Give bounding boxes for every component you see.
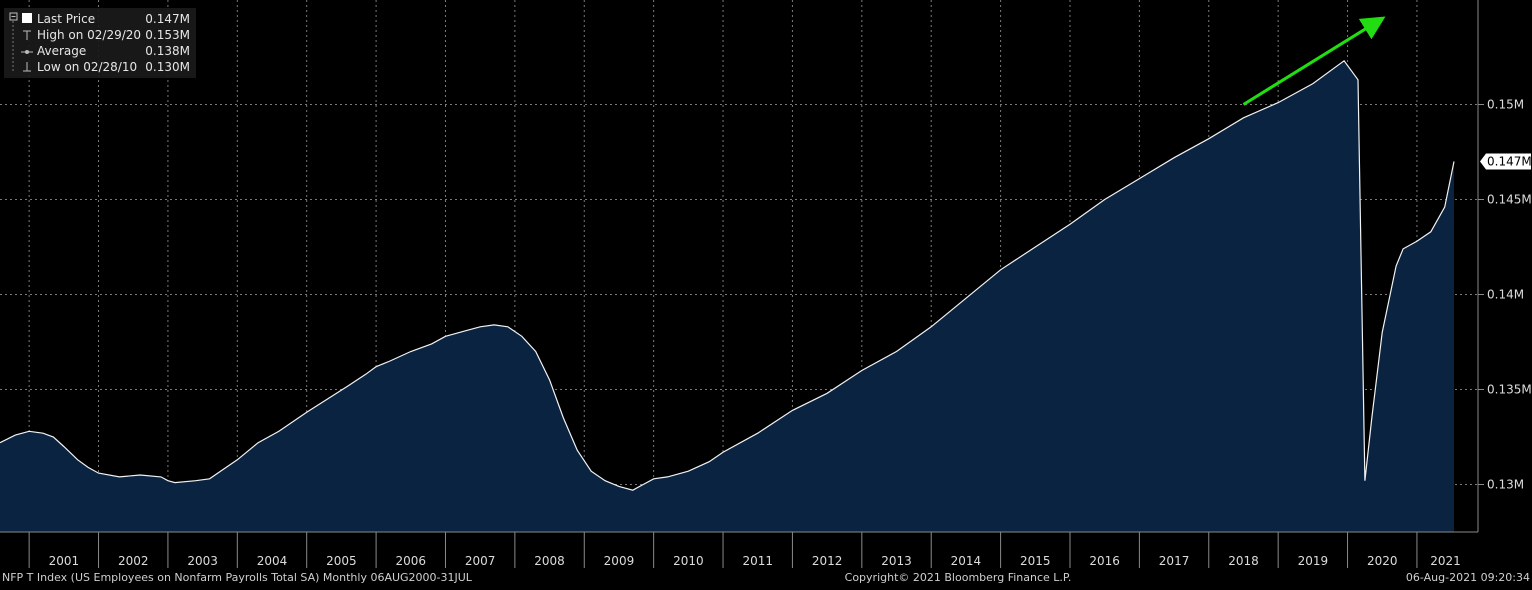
x-tick-label: 2003: [187, 554, 218, 568]
x-tick-label: 2001: [49, 554, 80, 568]
legend-item-value: 0.138M: [145, 44, 190, 58]
legend-item-value: 0.153M: [145, 28, 190, 42]
legend-collapse-icon[interactable]: [9, 12, 18, 21]
x-tick-label: 2015: [1020, 554, 1051, 568]
x-tick-label: 2007: [465, 554, 496, 568]
area-fill: [0, 60, 1454, 533]
legend-item-label: High on 02/29/20: [37, 28, 141, 42]
x-tick-label: 2017: [1159, 554, 1190, 568]
x-tick-label: 2012: [812, 554, 843, 568]
last-price-tag-shape: [1480, 153, 1531, 170]
legend-item-value: 0.130M: [145, 60, 190, 74]
legend-item-label: Average: [37, 44, 86, 58]
legend-item-value: 0.147M: [145, 12, 190, 26]
ticker-description: NFP T Index (US Employees on Nonfarm Pay…: [2, 571, 473, 584]
legend-item-label: Low on 02/28/10: [37, 60, 137, 74]
x-tick-label: 2011: [742, 554, 773, 568]
x-tick-label: 2004: [257, 554, 288, 568]
legend-item-label: Last Price: [37, 12, 95, 26]
x-axis-ticks: 2001 2002 2003 2004 2005 2006 2007 2008 2009 2010…: [28, 532, 1461, 568]
x-tick-label: 2006: [396, 554, 427, 568]
legend: Last Price 0.147M High on 02/29/20 0.153…: [4, 8, 196, 78]
legend-high-marker-icon: [23, 30, 31, 40]
last-price-tag: 0.147M: [1480, 153, 1532, 170]
timestamp-text: 06-Aug-2021 09:20:34: [1406, 571, 1530, 584]
legend-low-marker-icon: [23, 62, 31, 72]
x-tick-label: 2005: [326, 554, 357, 568]
x-tick-label: 2014: [951, 554, 982, 568]
x-tick-label: 2020: [1367, 554, 1398, 568]
y-tick-label: 0.135M: [1487, 383, 1532, 397]
x-tick-label: 2013: [881, 554, 912, 568]
legend-last-price-swatch-icon: [22, 13, 32, 23]
legend-background: [4, 8, 196, 78]
x-tick-label: 2019: [1298, 554, 1329, 568]
x-tick-label: 2010: [673, 554, 704, 568]
last-price-tag-label: 0.147M: [1487, 155, 1532, 169]
annotation-arrow: [1242, 16, 1386, 106]
series-line: [0, 59, 1455, 491]
y-tick-label: 0.15M: [1487, 98, 1524, 112]
x-tick-label: 2008: [534, 554, 565, 568]
x-tick-label: 2009: [604, 554, 635, 568]
x-tick-label: 2021: [1430, 554, 1461, 568]
area-series: [0, 59, 1455, 533]
copyright-text: Copyright© 2021 Bloomberg Finance L.P.: [845, 571, 1072, 584]
trend-arrow: [1242, 16, 1386, 106]
y-tick-label: 0.14M: [1487, 288, 1524, 302]
x-tick-label: 2002: [118, 554, 149, 568]
y-tick-label: 0.13M: [1487, 478, 1524, 492]
y-axis-ticks: 0.13M 0.135M 0.14M 0.145M 0.15M: [1478, 98, 1532, 492]
y-tick-label: 0.145M: [1487, 193, 1532, 207]
x-tick-label: 2018: [1228, 554, 1259, 568]
legend-average-dot-icon: [25, 50, 29, 54]
x-tick-label: 2016: [1089, 554, 1120, 568]
